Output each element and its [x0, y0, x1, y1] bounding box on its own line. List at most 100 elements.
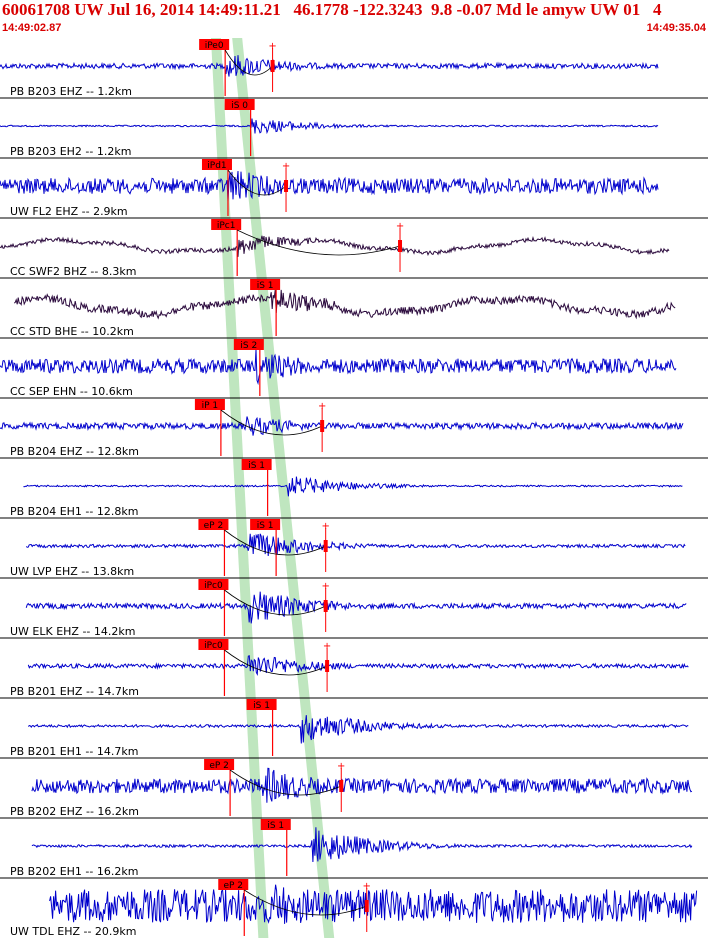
station-label: CC STD BHE -- 10.2km	[10, 325, 134, 338]
pick-box	[199, 39, 230, 50]
station-label: PB B204 EH1 -- 12.8km	[10, 505, 138, 518]
coda-curve	[244, 889, 367, 916]
station-label: PB B203 EHZ -- 1.2km	[10, 85, 132, 98]
trace-waveform	[0, 416, 684, 436]
pick-label: iPe0	[205, 41, 224, 51]
amp-plus: +	[282, 161, 290, 172]
pick-label: iPc0	[204, 581, 223, 591]
pick-label: eP 2	[204, 521, 224, 531]
station-label: PB B201 EH1 -- 14.7km	[10, 745, 138, 758]
pick-label: iP 1	[202, 401, 219, 411]
pick-label: iS 0	[231, 101, 248, 111]
phase-pick[interactable]: iS 1	[246, 699, 277, 756]
phase-pick[interactable]: eP 2	[204, 759, 235, 816]
phase-pick[interactable]: iS 0	[224, 99, 255, 156]
phase-pick[interactable]: iPd1	[201, 159, 232, 216]
phase-pick[interactable]: iS 1	[250, 519, 281, 576]
amp-plus: +	[363, 881, 371, 892]
pick-label: iPc1	[217, 221, 236, 231]
trace-waveform	[0, 235, 670, 257]
pick-label: iPd1	[207, 161, 226, 171]
station-label: PB B204 EHZ -- 12.8km	[10, 445, 139, 458]
coda-curve	[227, 169, 287, 196]
phase-pick[interactable]: eP 2	[218, 879, 249, 936]
phase-pick[interactable]: iPe0	[199, 39, 230, 96]
phase-pick[interactable]: iS 1	[250, 279, 281, 336]
station-label: UW FL2 EHZ -- 2.9km	[10, 205, 128, 218]
pick-marks: iPe0 + iS 0 iPd1 + iPc1 + iS 1 iS 2 iP 1 + iS 1 eP 2…	[194, 39, 404, 936]
trace-waveform	[13, 289, 676, 320]
phase-pick[interactable]: iP 1	[194, 399, 225, 456]
pick-label: iS 1	[248, 461, 265, 471]
time-window-end: 14:49:35.04	[646, 22, 706, 34]
pick-box	[211, 219, 242, 230]
amp-plus: +	[318, 401, 326, 412]
coda-curve	[224, 49, 273, 76]
trace-waveform	[27, 655, 689, 677]
pick-label: iS 1	[267, 821, 284, 831]
amp-plus: +	[321, 581, 329, 592]
coda-curve	[224, 649, 328, 676]
phase-pick[interactable]: iS 2	[233, 339, 264, 396]
station-label: PB B201 EHZ -- 14.7km	[10, 685, 139, 698]
pick-box	[241, 459, 272, 470]
phase-pick[interactable]: iPc0	[198, 639, 229, 696]
pick-label: eP 2	[209, 761, 229, 771]
coda-curve	[220, 409, 323, 436]
pick-box	[198, 579, 229, 590]
trace-separators	[0, 97, 708, 879]
trace-waveform	[23, 476, 683, 497]
amp-mark	[323, 540, 328, 552]
phase-pick[interactable]: iPc1	[211, 219, 242, 276]
pick-box	[198, 639, 229, 650]
phase-pick[interactable]: eP 2	[198, 519, 229, 576]
amp-plus: +	[323, 641, 331, 652]
trace-waveform	[31, 767, 693, 803]
trace-waveform	[0, 349, 677, 386]
coda-curve	[224, 589, 326, 616]
pick-box	[246, 699, 277, 710]
station-labels: PB B203 EHZ -- 1.2km PB B203 EH2 -- 1.2km…	[10, 85, 139, 938]
station-label: CC SEP EHN -- 10.6km	[10, 385, 133, 398]
coda-curve	[237, 229, 401, 256]
phase-pick[interactable]: iS 1	[241, 459, 272, 516]
pick-label: iS 1	[253, 701, 270, 711]
trace-waveform	[49, 884, 698, 924]
trace-waveform	[31, 827, 693, 863]
pick-box	[233, 339, 264, 350]
event-header-title: 60061708 UW Jul 16, 2014 14:49:11.21 46.…	[2, 0, 662, 19]
pick-band-0	[210, 38, 269, 938]
station-label: PB B202 EHZ -- 16.2km	[10, 805, 139, 818]
amp-plus: +	[321, 521, 329, 532]
pick-box	[194, 399, 225, 410]
amp-mark	[284, 180, 289, 192]
pick-band-1	[232, 38, 335, 938]
amp-mark	[323, 600, 328, 612]
amp-mark	[320, 420, 325, 432]
station-label: CC SWF2 BHZ -- 8.3km	[10, 265, 136, 278]
phase-pick[interactable]: iS 1	[260, 819, 291, 876]
station-label: UW LVP EHZ -- 13.8km	[10, 565, 134, 578]
coda-curve	[224, 529, 326, 556]
time-window-start: 14:49:02.87	[2, 22, 62, 34]
station-label: PB B203 EH2 -- 1.2km	[10, 145, 131, 158]
phase-pick[interactable]: iPc0	[198, 579, 229, 636]
trace-waveform	[25, 533, 686, 557]
trace-group	[0, 55, 698, 924]
pick-box	[250, 519, 281, 530]
station-label: UW ELK EHZ -- 14.2km	[10, 625, 135, 638]
amp-mark	[364, 900, 369, 912]
trace-waveform	[0, 118, 659, 135]
amp-mark	[270, 60, 275, 72]
amp-plus: +	[337, 761, 345, 772]
pick-box	[250, 279, 281, 290]
amp-mark	[339, 780, 344, 792]
trace-waveform	[0, 55, 659, 77]
trace-waveform	[25, 591, 687, 624]
station-label: UW TDL EHZ -- 20.9km	[10, 925, 137, 938]
pick-label: eP 2	[223, 881, 243, 891]
pick-box	[198, 519, 229, 530]
amp-mark	[325, 660, 330, 672]
pick-box	[201, 159, 232, 170]
